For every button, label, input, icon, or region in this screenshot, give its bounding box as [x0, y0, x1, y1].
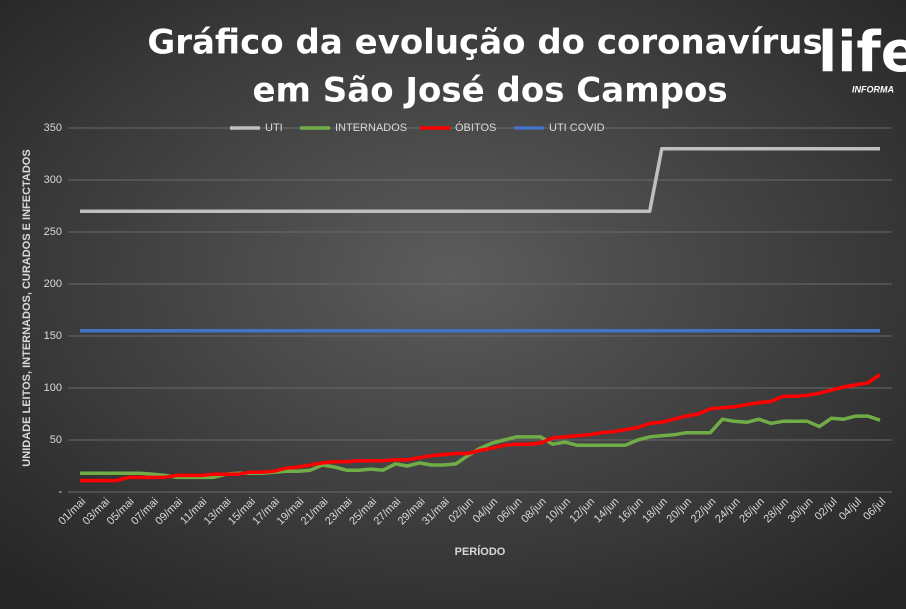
logo-subtext: INFORMA: [852, 84, 894, 94]
series-line: [80, 373, 881, 483]
chart-title: Gráfico da evolução do coronavírus: [147, 23, 822, 63]
logo: life: [818, 20, 906, 85]
chart-title: em São José dos Campos: [252, 71, 727, 111]
legend-label: UTI: [265, 122, 283, 134]
y-tick-label: 250: [44, 226, 62, 238]
y-tick-label: 150: [44, 330, 62, 342]
y-axis-title: UNIDADE LEITOS, INTERNADOS, CURADOS E IN…: [21, 149, 33, 466]
series-line: [80, 414, 881, 480]
y-tick-label: 300: [44, 174, 62, 186]
legend-label: INTERNADOS: [335, 122, 407, 134]
legend-label: ÓBITOS: [455, 121, 496, 134]
y-tick-label: -: [58, 486, 62, 498]
x-axis-title: PERÍODO: [455, 545, 506, 558]
legend-label: UTI COVID: [549, 122, 605, 134]
series-line: [80, 147, 880, 213]
y-tick-label: 100: [44, 382, 62, 394]
y-tick-label: 350: [44, 122, 62, 134]
y-tick-label: 50: [50, 434, 62, 446]
y-tick-label: 200: [44, 278, 62, 290]
